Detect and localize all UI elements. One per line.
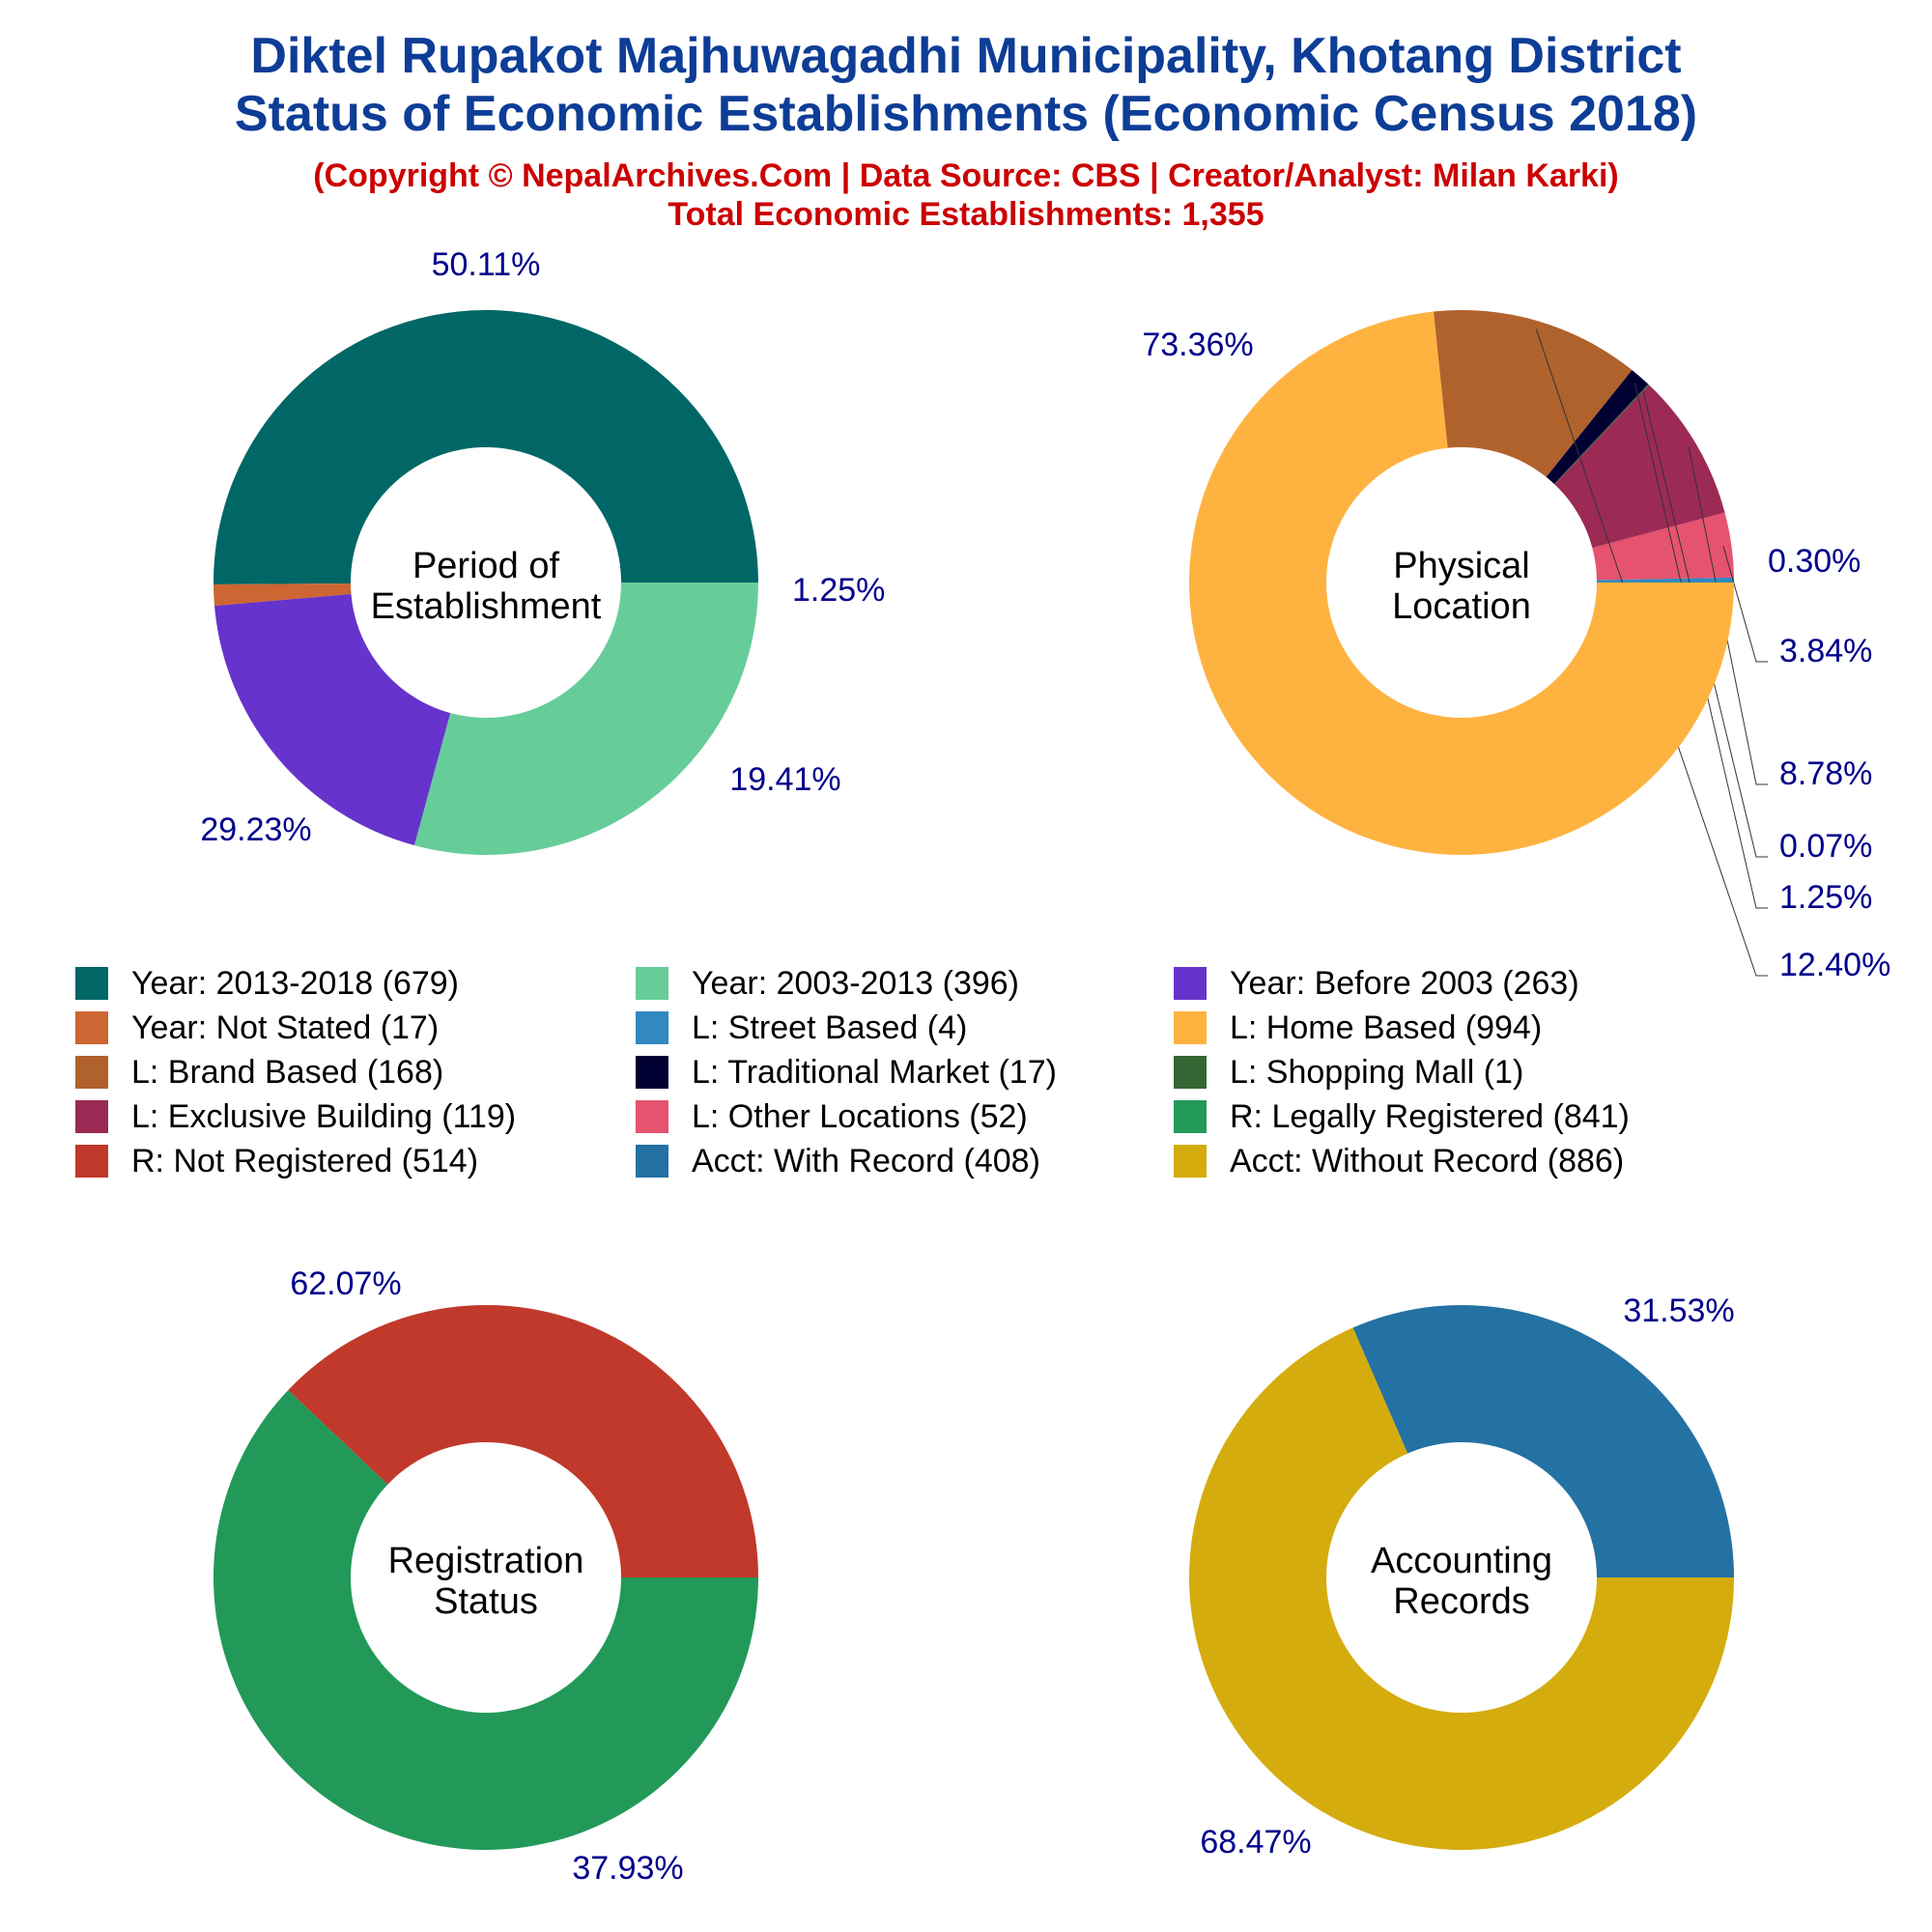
legend-label: Year: Not Stated (17) [131,1009,440,1046]
legend-swatch [636,1056,668,1089]
donut-hole [351,1442,621,1713]
legend-label: L: Shopping Mall (1) [1230,1053,1524,1091]
donut-hole [1326,447,1597,718]
legend-label: Year: 2013-2018 (679) [131,964,460,1002]
legend-item-year-2013-2018: Year: 2013-2018 (679) [75,962,459,1005]
data-label-l-exclusive-building: 8.78% [1779,755,1872,792]
legend-label: Year: 2003-2013 (396) [692,964,1020,1002]
title-line-2: Status of Economic Establishments (Econo… [234,86,1698,142]
legend-item-acct-without-record: Acct: Without Record (886) [1174,1140,1624,1182]
legend-label: L: Street Based (4) [692,1009,968,1046]
legend-label: R: Legally Registered (841) [1230,1097,1630,1135]
donut-physical-location: 0.30% 3.84% 8.78% 0.07% 1.25% 12.40% 73.36% Phy… [1142,310,1890,983]
data-label-year-2013-2018: 50.11% [432,246,541,283]
leader-line-l-other-locations [1722,545,1768,663]
legend-item-l-traditional-market: L: Traditional Market (17) [636,1051,1057,1094]
donut-hole [1326,1442,1597,1713]
legend-swatch [1174,1056,1207,1089]
center-label-line: Records [1393,1581,1530,1622]
leader-line-l-brand-based [1535,328,1768,977]
legend-label: L: Traditional Market (17) [692,1053,1057,1091]
data-label-l-other-locations: 3.84% [1779,633,1872,669]
legend-swatch [1174,1100,1207,1133]
legend-item-r-not-registered: R: Not Registered (514) [75,1140,478,1182]
data-label-r-legally-registered: 62.07% [290,1265,401,1302]
data-label-year-before-2003: 19.41% [729,761,840,798]
slice-r-not-registered [288,1305,758,1577]
legend-swatch [75,1100,108,1133]
legend-item-year-2003-2013: Year: 2003-2013 (396) [636,962,1019,1005]
legend-swatch [1174,1011,1207,1044]
legend-swatch [1174,1145,1207,1178]
legend-swatch [1174,967,1207,1000]
center-label-line: Registration [388,1541,584,1581]
legend-label: L: Exclusive Building (119) [131,1097,517,1135]
legend-item-l-shopping-mall: L: Shopping Mall (1) [1174,1051,1523,1094]
legend-item-year-not-stated: Year: Not Stated (17) [75,1007,439,1049]
leader-line-l-exclusive-building [1688,447,1768,785]
data-label-year-2003-2013: 29.23% [200,811,311,848]
legend-swatch [636,967,668,1000]
legend-label: L: Other Locations (52) [692,1097,1028,1135]
center-label-line: Physical [1393,546,1530,586]
legend-swatch [75,1145,108,1178]
total-establishments: Total Economic Establishments: 1,355 [668,196,1264,233]
legend-item-l-street-based: L: Street Based (4) [636,1007,967,1049]
legend-item-l-exclusive-building: L: Exclusive Building (119) [75,1095,516,1138]
center-label-line: Period of [412,546,560,586]
legend-swatch [636,1011,668,1044]
leader-line-l-traditional-market [1634,383,1768,909]
legend-swatch [636,1145,668,1178]
data-label-r-not-registered: 37.93% [572,1850,683,1887]
center-label-line: Establishment [371,586,602,627]
donut-hole [351,447,621,718]
legend-label: L: Brand Based (168) [131,1053,444,1091]
legend-swatch [636,1100,668,1133]
legend-item-l-brand-based: L: Brand Based (168) [75,1051,443,1094]
donut-period-of-establishment: 50.11% 1.25% 19.41% 29.23% Period ofEstablis… [200,246,885,855]
data-label-l-brand-based: 12.40% [1779,947,1890,983]
legend-swatch [75,1011,108,1044]
legend-label: Acct: Without Record (886) [1230,1142,1625,1179]
copyright-line: (Copyright © NepalArchives.Com | Data So… [313,157,1619,194]
title-line-1: Diktel Rupakot Majhuwagadhi Municipality… [250,28,1682,84]
data-label-l-street-based: 0.30% [1768,543,1861,580]
center-label-line: Accounting [1371,1541,1552,1581]
legend-swatch [75,967,108,1000]
data-label-l-shopping-mall: 0.07% [1779,828,1872,865]
legend-item-l-other-locations: L: Other Locations (52) [636,1095,1028,1138]
legend-item-l-home-based: L: Home Based (994) [1174,1007,1542,1049]
legend-item-year-before-2003: Year: Before 2003 (263) [1174,962,1579,1005]
data-label-acct-without-record: 68.47% [1200,1824,1311,1861]
data-label-acct-with-record: 31.53% [1623,1293,1734,1329]
legend-label: L: Home Based (994) [1230,1009,1543,1046]
center-label-line: Location [1392,586,1531,627]
legend-item-acct-with-record: Acct: With Record (408) [636,1140,1040,1182]
legend-label: Year: Before 2003 (263) [1230,964,1579,1002]
legend-item-r-legally-registered: R: Legally Registered (841) [1174,1095,1630,1138]
legend-label: R: Not Registered (514) [131,1142,479,1179]
legend-label: Acct: With Record (408) [692,1142,1040,1179]
data-label-l-home-based: 73.36% [1142,327,1253,363]
center-label-line: Status [434,1581,538,1622]
legend-swatch [75,1056,108,1089]
data-label-l-traditional-market: 1.25% [1779,879,1872,916]
data-label-year-not-stated: 1.25% [792,572,885,609]
leader-line-l-shopping-mall [1642,390,1768,858]
slice-year-2013-2018 [213,309,759,584]
